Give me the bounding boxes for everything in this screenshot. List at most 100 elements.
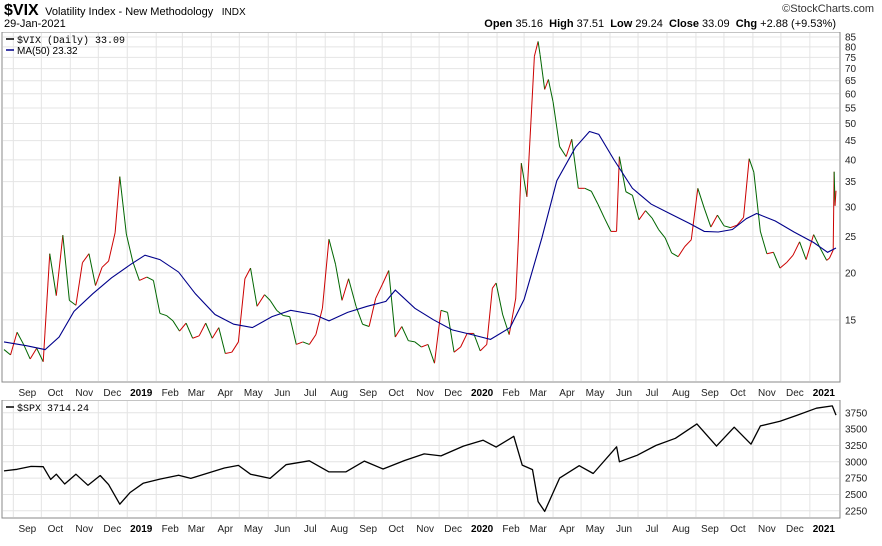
y-tick-label: 20: [845, 268, 857, 279]
x-tick-label: Feb: [502, 524, 520, 535]
vix-segment: [531, 56, 535, 110]
vix-segment: [703, 208, 712, 228]
vix-segment: [114, 176, 121, 233]
x-tick-label: 2019: [130, 524, 153, 535]
vix-segment: [590, 191, 599, 205]
x-tick-label: Dec: [786, 388, 804, 399]
vix-segment: [394, 326, 403, 338]
spx-chart[interactable]: 2250 2500 2750 3000 3250 3500 3750 Sep Oct Nov De…: [0, 400, 882, 546]
vix-segment: [302, 341, 310, 345]
chg-value: +2.88 (+9.53%): [760, 18, 836, 30]
vix-segment: [283, 315, 290, 318]
vix-segment: [518, 163, 522, 237]
vix-segment: [526, 109, 533, 197]
x-tick-label: Jul: [646, 388, 659, 399]
x-tick-label: Aug: [672, 388, 690, 399]
x-tick-label: Nov: [75, 524, 93, 535]
vix-segment: [29, 348, 38, 360]
vix-segment: [3, 349, 11, 356]
vix-segment: [671, 252, 679, 258]
vix-segment: [218, 327, 226, 354]
vix-segment: [453, 346, 461, 353]
vix-segment: [198, 322, 207, 337]
spx-legend: $SPX 3714.24: [6, 403, 89, 415]
ma-legend-label: MA(50) 23.32: [17, 46, 78, 57]
y-tick-label: 70: [845, 64, 857, 75]
x-tick-label: Sep: [18, 524, 36, 535]
vix-segment: [308, 334, 317, 345]
spx-series: [3, 405, 837, 513]
vix-segment: [75, 262, 83, 306]
x-tick-label: Nov: [758, 388, 776, 399]
vix-segment: [108, 232, 116, 262]
y-tick-label: 2750: [845, 474, 868, 485]
vix-segment: [658, 229, 666, 239]
vix-segment: [296, 341, 303, 345]
vix-segment: [23, 344, 31, 360]
x-tick-label: Mar: [188, 388, 206, 399]
vix-segment: [677, 246, 686, 257]
y-tick-label: 3500: [845, 425, 868, 436]
vix-segment: [753, 172, 761, 232]
vix-segment: [95, 267, 103, 286]
x-tick-label: Dec: [103, 524, 121, 535]
x-tick-label: Jun: [616, 388, 632, 399]
y-tick-label: 2500: [845, 490, 868, 501]
vix-segment: [533, 41, 539, 57]
x-tick-label: Oct: [730, 524, 746, 535]
vix-segment: [772, 252, 781, 269]
x-tick-label: Nov: [416, 388, 434, 399]
x-tick-label: Sep: [701, 524, 719, 535]
vix-segment: [16, 332, 25, 345]
vix-segment: [49, 253, 57, 296]
vix-segment: [508, 298, 517, 335]
vix-legend: $VIX (Daily) 33.09 MA(50) 23.32: [6, 35, 125, 57]
x-tick-label: Sep: [701, 388, 719, 399]
x-tick-label: Nov: [758, 524, 776, 535]
x-tick-label: Apr: [218, 524, 234, 535]
vix-segment: [237, 278, 246, 342]
x-tick-label: Sep: [359, 524, 377, 535]
vix-segment: [748, 158, 755, 173]
vix-segment: [743, 158, 750, 218]
x-tick-label: Apr: [559, 388, 575, 399]
vix-segment: [421, 343, 429, 348]
copyright[interactable]: ©StockCharts.com: [782, 3, 874, 15]
vix-segment: [205, 322, 213, 339]
x-tick-label: Oct: [388, 388, 404, 399]
x-tick-label: Feb: [162, 524, 180, 535]
vix-segment: [447, 312, 455, 353]
vix-segment: [716, 214, 725, 227]
x-tick-label: Oct: [48, 388, 64, 399]
vix-segment: [101, 260, 109, 268]
vix-segment: [736, 217, 744, 226]
vix-segment: [132, 261, 140, 281]
vix-segment: [192, 335, 200, 339]
vix-segment: [166, 315, 174, 322]
spx-y-axis: 2250 2500 2750 3000 3250 3500 3750: [845, 408, 868, 517]
vix-segment: [799, 241, 807, 260]
vix-segment: [664, 237, 673, 254]
vix-segment: [805, 234, 815, 260]
x-tick-label: Sep: [18, 388, 36, 399]
vix-segment: [479, 344, 488, 352]
spx-x-axis: Sep Oct Nov Dec 2019 Feb Mar Apr May Jun Jul Aug Sep…: [18, 524, 835, 535]
y-tick-label: 45: [845, 136, 857, 147]
vix-segment: [690, 188, 699, 240]
high-value: 37.51: [576, 18, 605, 30]
vix-segment: [829, 249, 834, 259]
vix-segment: [152, 280, 161, 314]
vix-segment: [616, 156, 620, 232]
vix-segment: [328, 239, 336, 265]
date-label: 29-Jan-2021: [4, 18, 66, 30]
x-tick-label: Nov: [75, 388, 93, 399]
ohlc-readout: Open 35.16 High 37.51 Low 29.24 Close 33…: [484, 18, 836, 30]
vix-segment: [244, 267, 251, 279]
y-tick-label: 15: [845, 315, 857, 326]
vix-segment: [36, 348, 44, 362]
vix-segment: [559, 146, 567, 157]
vix-segment: [289, 316, 297, 345]
x-tick-label: 2020: [471, 524, 494, 535]
x-tick-label: 2021: [813, 524, 836, 535]
